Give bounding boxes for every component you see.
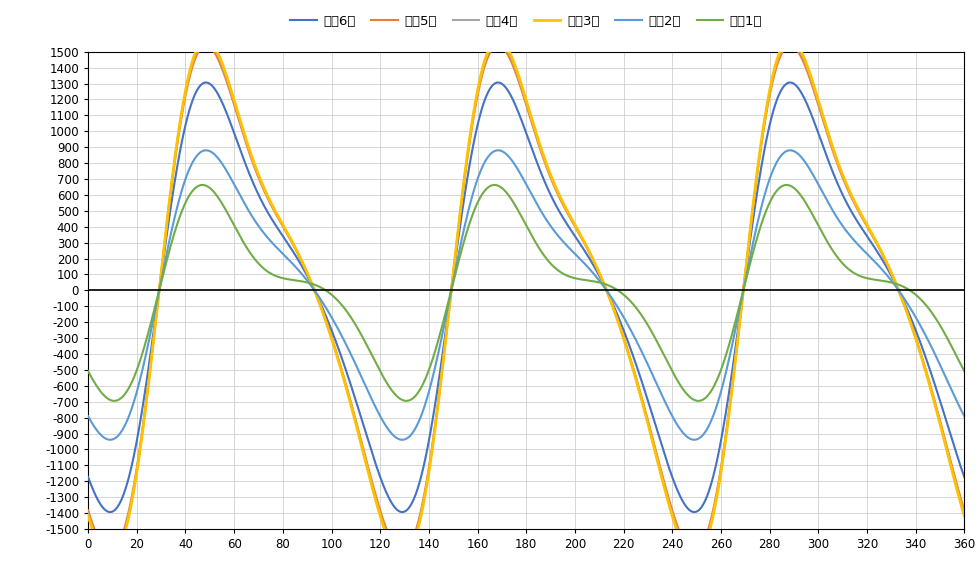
注入1环 <box>188 186 200 193</box>
Legend: 引出6环, 引出5环, 中间4环, 中间3环, 注入2环, 注入1环: 引出6环, 引出5环, 中间4环, 中间3环, 注入2环, 注入1环 <box>286 10 766 32</box>
注入2环 <box>105 436 116 443</box>
注入2环 <box>187 159 199 166</box>
注入1环 <box>758 210 770 217</box>
中间4环 <box>759 114 771 121</box>
引出5环 <box>105 548 116 555</box>
中间3环 <box>82 512 94 519</box>
引出5环 <box>200 42 211 49</box>
引出6环 <box>82 474 94 481</box>
引出6环 <box>355 413 367 420</box>
引出5环 <box>688 548 699 555</box>
引出5环 <box>82 507 94 513</box>
引出6环 <box>957 474 969 481</box>
中间4环 <box>82 510 94 517</box>
中间4环 <box>957 510 969 517</box>
引出6环 <box>187 97 199 104</box>
中间4环 <box>188 56 200 63</box>
中间3环 <box>187 58 199 64</box>
中间3环 <box>200 36 211 43</box>
注入2环 <box>688 436 699 443</box>
Line: 引出6环: 引出6环 <box>88 82 963 512</box>
引出6环 <box>759 142 771 149</box>
中间3环 <box>188 53 200 60</box>
注入2环 <box>188 157 200 164</box>
引出5环 <box>138 417 150 424</box>
注入1环 <box>138 346 150 353</box>
引出6环 <box>688 509 699 516</box>
中间3环 <box>138 420 150 427</box>
Line: 中间3环: 中间3环 <box>88 39 963 558</box>
注入1环 <box>779 182 791 189</box>
注入1环 <box>688 396 699 403</box>
注入2环 <box>82 413 94 420</box>
注入1环 <box>109 397 120 404</box>
注入1环 <box>82 368 94 375</box>
注入1环 <box>957 368 969 375</box>
中间4环 <box>355 439 367 446</box>
引出6环 <box>138 397 150 404</box>
注入1环 <box>187 187 199 194</box>
引出5环 <box>187 63 199 70</box>
注入2环 <box>355 373 367 380</box>
引出6环 <box>188 94 200 101</box>
Line: 中间4环: 中间4环 <box>88 42 963 555</box>
引出6环 <box>105 509 116 516</box>
中间3环 <box>957 512 969 519</box>
中间3环 <box>105 555 116 562</box>
引出6环 <box>200 79 211 86</box>
注入2环 <box>200 147 211 154</box>
引出5环 <box>355 436 367 443</box>
中间4环 <box>105 552 116 559</box>
引出5环 <box>188 59 200 66</box>
中间4环 <box>200 39 211 45</box>
中间3环 <box>688 555 699 562</box>
中间4环 <box>138 419 150 426</box>
中间4环 <box>187 60 199 67</box>
注入1环 <box>354 330 366 337</box>
Line: 注入2环: 注入2环 <box>88 150 963 440</box>
中间3环 <box>355 440 367 447</box>
引出5环 <box>957 507 969 513</box>
Line: 引出5环: 引出5环 <box>88 45 963 551</box>
Line: 注入1环: 注入1环 <box>88 185 963 401</box>
中间4环 <box>688 552 699 559</box>
注入2环 <box>138 361 150 368</box>
注入2环 <box>957 413 969 420</box>
引出5环 <box>759 116 771 123</box>
注入2环 <box>759 189 771 196</box>
中间3环 <box>759 112 771 119</box>
